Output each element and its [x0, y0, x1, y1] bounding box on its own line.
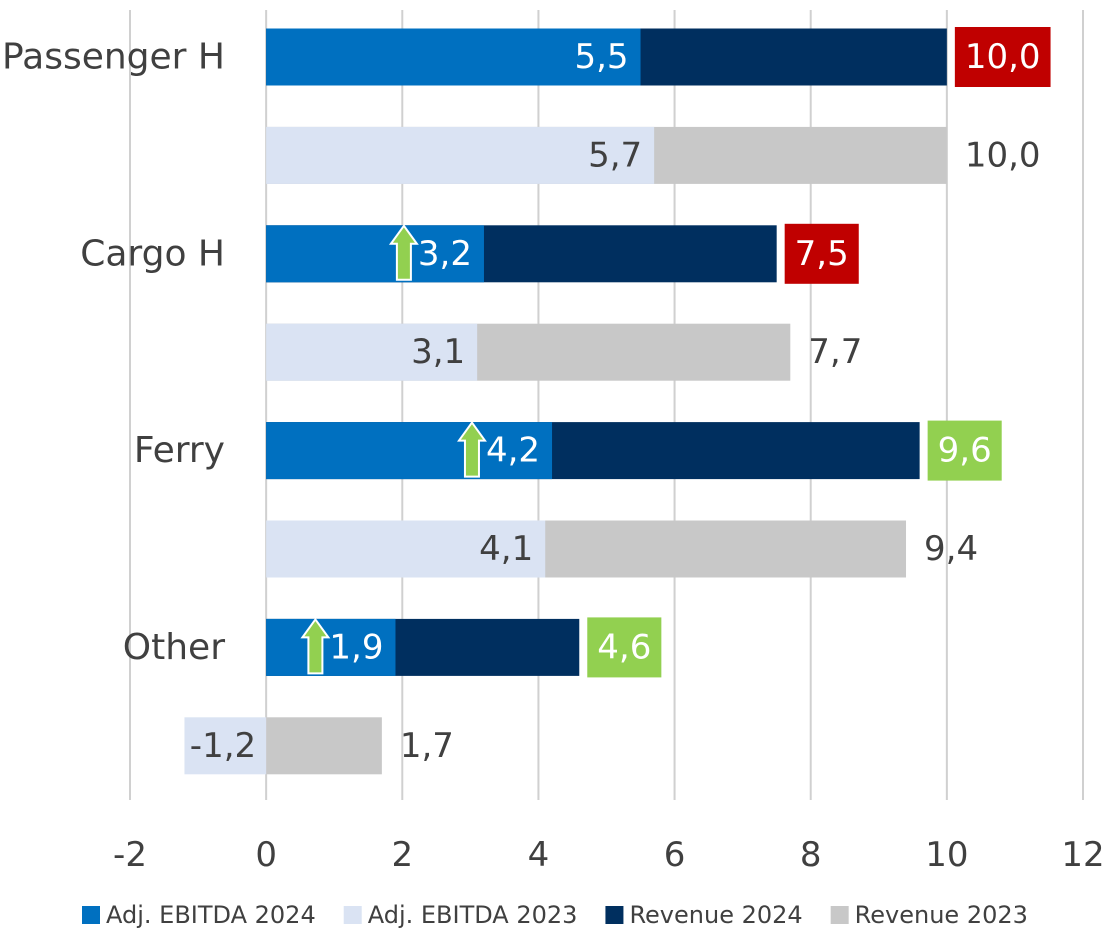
bar — [266, 28, 641, 86]
x-tick-label: 12 — [1061, 835, 1104, 875]
value-label-box — [784, 223, 859, 284]
value-label: 3,1 — [411, 332, 465, 372]
value-label: 7,5 — [795, 234, 849, 274]
value-label: 10,0 — [965, 135, 1041, 175]
value-label: 4,6 — [597, 627, 651, 667]
value-label-box — [927, 420, 1002, 481]
value-label: 5,5 — [574, 37, 628, 77]
value-label: 4,1 — [479, 529, 533, 569]
value-label-box — [954, 27, 1051, 87]
value-label: 9,6 — [938, 431, 992, 471]
value-label: 1,7 — [400, 726, 454, 766]
legend-label: Revenue 2023 — [855, 901, 1028, 929]
value-label: 7,7 — [808, 332, 862, 372]
value-label: 3,2 — [418, 234, 472, 274]
legend-swatch — [830, 906, 849, 924]
x-tick-label: 10 — [925, 835, 968, 875]
bar — [266, 520, 546, 578]
bar — [184, 717, 267, 775]
x-tick-label: -2 — [113, 835, 147, 875]
legend-label: Adj. EBITDA 2023 — [368, 901, 578, 929]
value-label: 5,7 — [588, 135, 642, 175]
up-arrow — [300, 617, 331, 675]
value-label: 9,4 — [924, 529, 978, 569]
x-tick-label: 8 — [800, 835, 822, 875]
value-label: 10,0 — [965, 37, 1041, 77]
category-label: Cargo H — [80, 233, 225, 274]
value-label-box — [587, 617, 662, 678]
up-arrow — [457, 420, 487, 478]
category-label: Other — [123, 627, 225, 668]
legend-label: Revenue 2024 — [629, 901, 802, 929]
category-label: Ferry — [134, 430, 225, 471]
bar — [266, 717, 382, 775]
value-label: -1,2 — [190, 726, 256, 766]
legend-swatch — [605, 906, 624, 924]
x-tick-label: 0 — [255, 835, 277, 875]
x-tick-label: 4 — [528, 835, 550, 875]
value-label: 4,2 — [486, 431, 540, 471]
legend-swatch — [343, 906, 362, 924]
x-tick-label: 6 — [664, 835, 686, 875]
bar — [266, 225, 484, 283]
bar — [266, 323, 478, 381]
legend-swatch — [82, 906, 100, 924]
bar — [266, 126, 655, 184]
x-tick-label: 2 — [391, 835, 413, 875]
bar — [266, 618, 396, 676]
category-label: Passenger H — [2, 37, 225, 78]
bar — [266, 422, 553, 480]
legend-label: Adj. EBITDA 2024 — [106, 901, 316, 929]
up-arrow — [388, 224, 419, 281]
value-label: 1,9 — [329, 627, 383, 667]
